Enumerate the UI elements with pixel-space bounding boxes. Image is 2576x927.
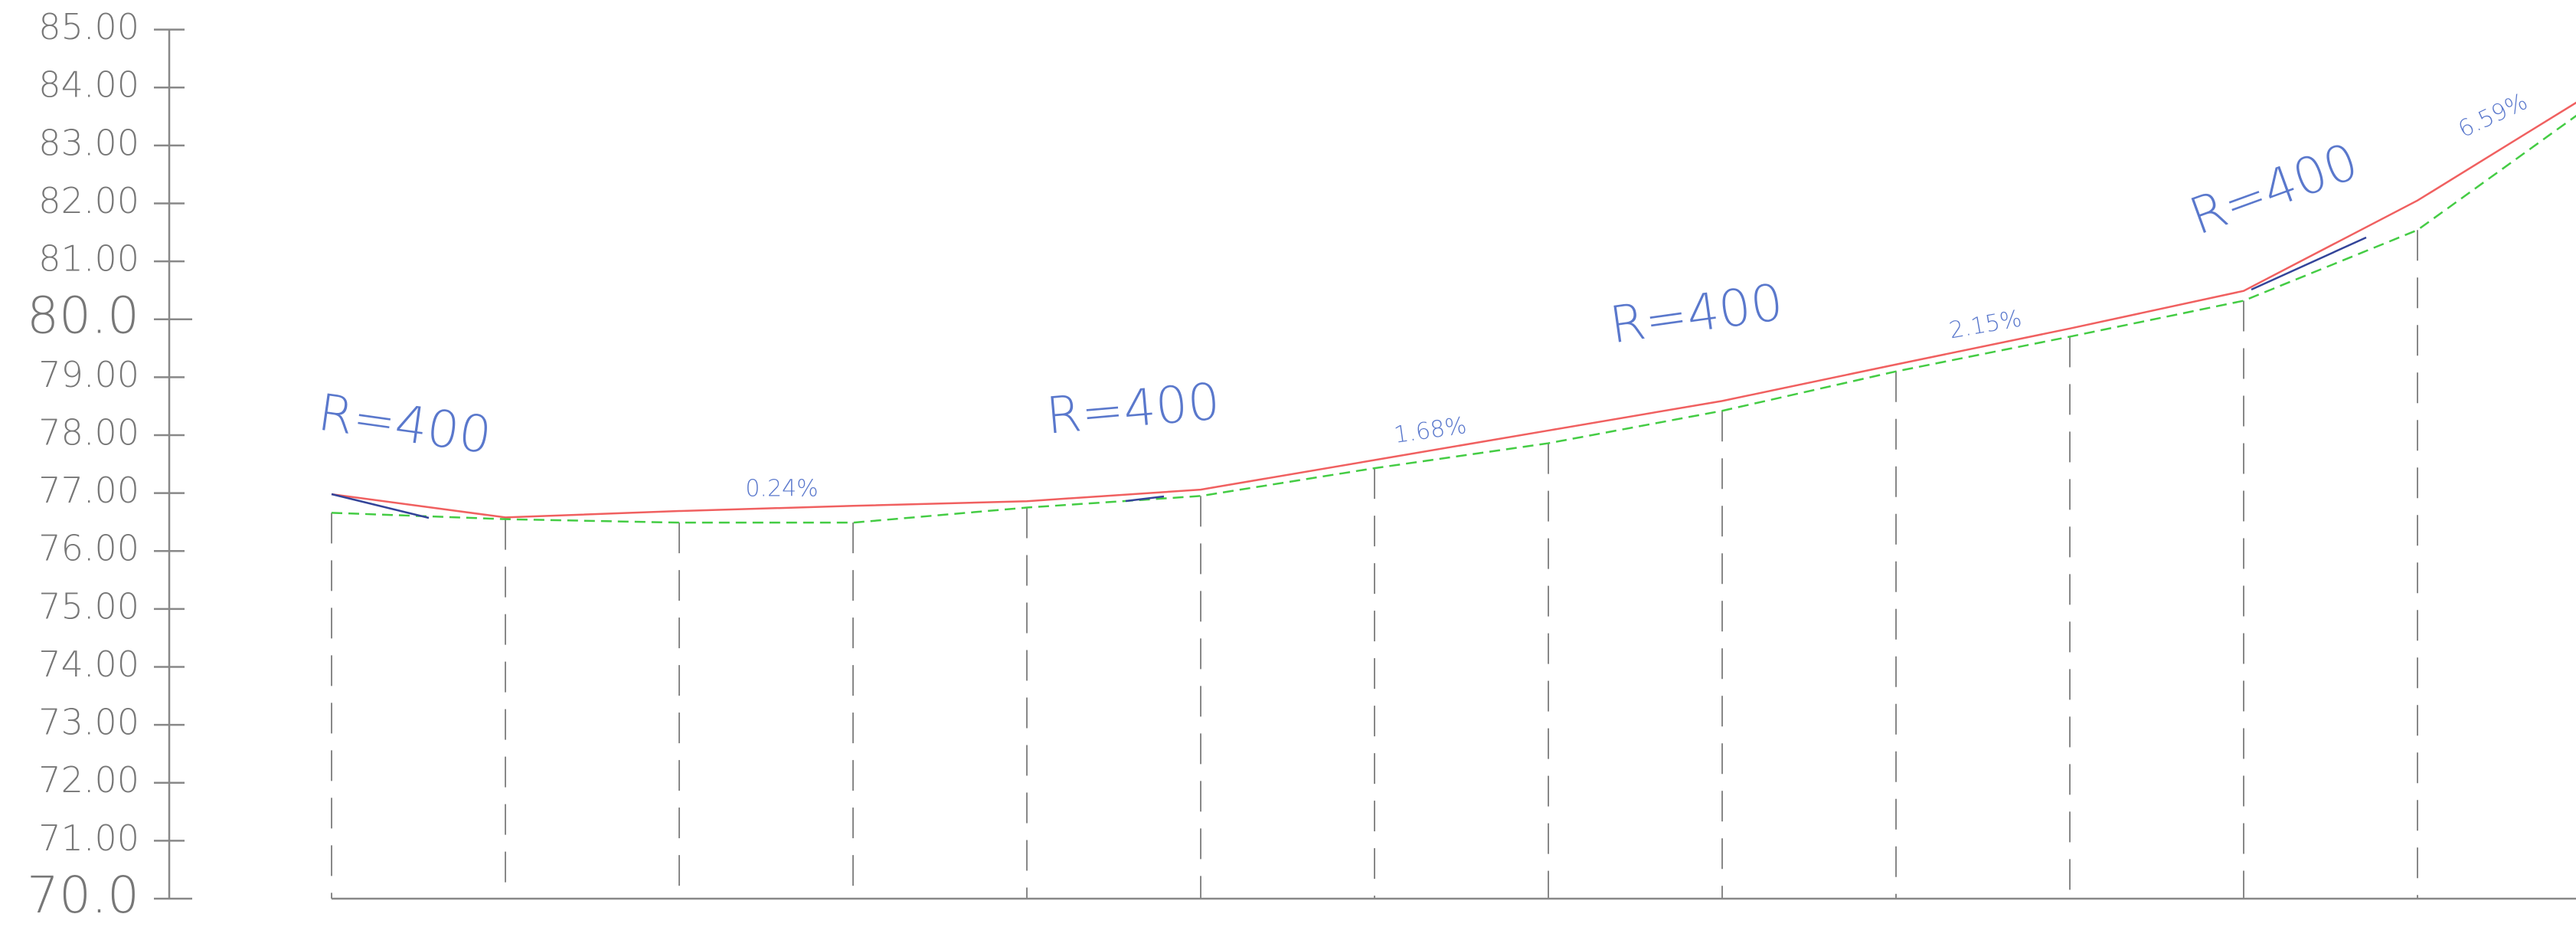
annotation: 2.15% — [1947, 306, 2024, 345]
vertical-curve — [1125, 495, 1165, 503]
annotation: 1.68% — [1392, 412, 1468, 449]
y-tick-label: 71.00 — [38, 817, 139, 859]
annotation: R=400 — [1044, 372, 1222, 446]
annotation: R=400 — [315, 383, 495, 466]
y-tick-label: 81.00 — [38, 238, 139, 280]
y-tick-label: 83.00 — [38, 122, 139, 163]
y-tick-label: 84.00 — [38, 64, 139, 106]
annotation: 0.24% — [745, 476, 818, 503]
y-tick-label: 82.00 — [38, 180, 139, 221]
design-line — [331, 101, 2576, 519]
y-tick-label: 80.0 — [27, 287, 139, 346]
y-tick-label: 75.00 — [38, 585, 139, 627]
y-tick-label: 70.0 — [27, 866, 139, 925]
annotation: R=400 — [1607, 273, 1787, 355]
ground-line — [331, 114, 2576, 524]
y-tick-label: 79.00 — [38, 354, 139, 395]
y-tick-label: 74.00 — [38, 644, 139, 685]
annotation: 6.59% — [2454, 88, 2532, 143]
y-tick-label: 72.00 — [38, 759, 139, 801]
vertical-curve — [2251, 236, 2367, 291]
vertical-curve — [331, 493, 430, 519]
annotation: R=400 — [2182, 132, 2366, 247]
y-tick-label: 85.00 — [38, 6, 139, 47]
y-tick-label: 78.00 — [38, 411, 139, 453]
y-tick-label: 76.00 — [38, 528, 139, 569]
y-tick-label: 77.00 — [38, 470, 139, 511]
y-tick-label: 73.00 — [38, 702, 139, 743]
